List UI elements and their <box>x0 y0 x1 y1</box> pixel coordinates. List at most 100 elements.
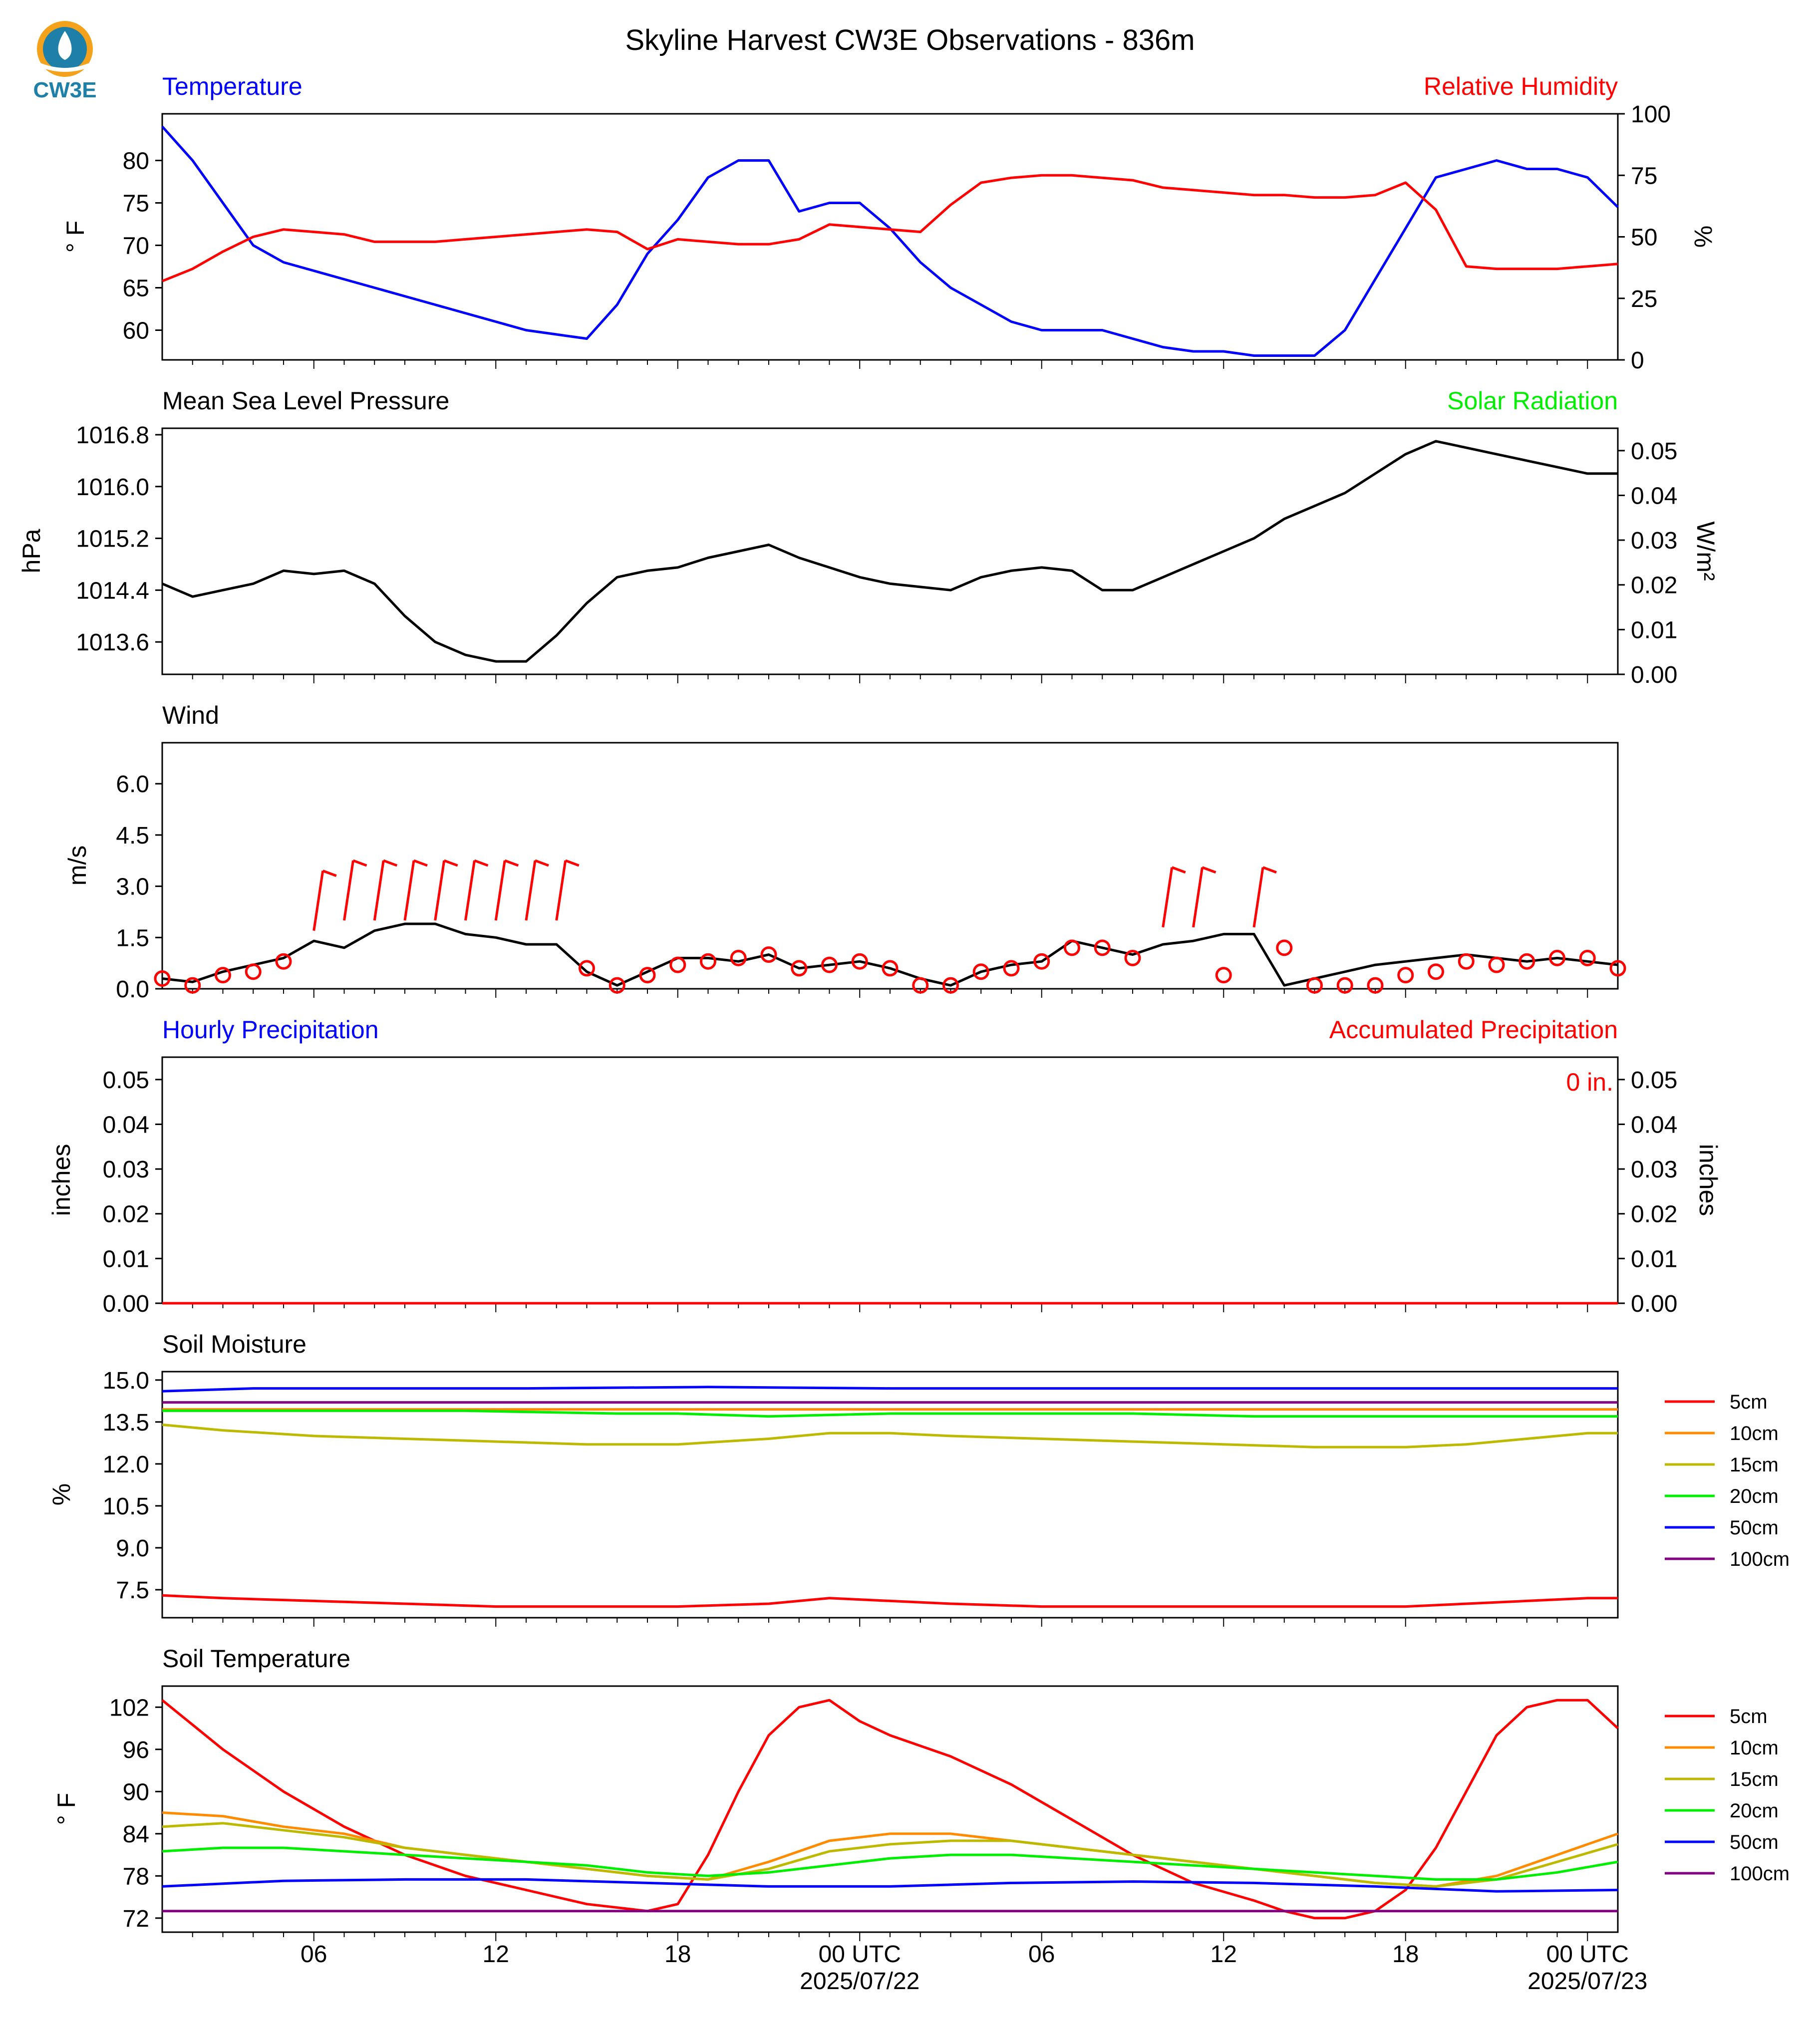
ytick-label-left-soilt: 102 <box>109 1695 149 1721</box>
series-soilt-20cm <box>162 1846 1618 1881</box>
soil-temperature-title: Soil Temperature <box>162 1645 350 1673</box>
series-pres-mean-sea-level-pressure <box>162 440 1618 663</box>
wind-title: Wind <box>162 701 219 729</box>
wind-calm-marker <box>245 963 262 980</box>
solar-ylabel: W/m² <box>1692 521 1720 580</box>
ytick-label-left-wind: 4.5 <box>116 823 149 849</box>
xtick-label: 00 UTC <box>1546 1941 1629 1968</box>
ytick-label-left-precip: 0.05 <box>103 1067 149 1094</box>
wind-barb <box>434 860 446 921</box>
wind-calm-marker <box>1428 963 1444 980</box>
ytick-label-right-pres: 0.03 <box>1631 528 1677 554</box>
wind-calm-marker <box>1579 949 1596 966</box>
ytick-label-left-pres: 1013.6 <box>76 629 149 656</box>
wind-calm-marker <box>851 953 868 970</box>
ytick-label-right-pres: 0.04 <box>1631 483 1677 509</box>
wind-ylabel: m/s <box>63 846 91 886</box>
wind-calm-marker <box>1518 953 1535 970</box>
ytick-label-right-precip: 0.03 <box>1631 1157 1677 1183</box>
soil-temp-ylabel: ° F <box>52 1793 80 1825</box>
wind-barb <box>343 860 354 921</box>
precip-ylabel-left: inches <box>47 1144 75 1216</box>
ytick-label-left-soilm: 13.5 <box>103 1410 149 1436</box>
series-temp-relative-humidity <box>162 174 1618 283</box>
wind-calm-marker <box>1549 949 1565 966</box>
wind-calm-marker <box>1094 939 1111 956</box>
wind-calm-marker <box>1488 956 1505 973</box>
wind-calm-marker <box>1458 953 1475 970</box>
cw3e-logo: CW3E <box>33 21 97 102</box>
ytick-label-right-precip: 0.04 <box>1631 1112 1677 1138</box>
ytick-label-left-temp: 80 <box>123 148 149 175</box>
accum-precip-title: Accumulated Precipitation <box>1329 1016 1618 1044</box>
wind-calm-marker <box>275 953 292 970</box>
ytick-label-left-soilm: 10.5 <box>103 1493 149 1520</box>
xtick-label: 12 <box>1211 1941 1237 1968</box>
wind-calm-marker <box>154 970 171 987</box>
ytick-label-left-wind: 1.5 <box>116 925 149 951</box>
ytick-label-left-precip: 0.04 <box>103 1112 149 1138</box>
legend-label-soilm-10cm: 10cm <box>1730 1423 1779 1445</box>
legend-label-soilm-5cm: 5cm <box>1730 1391 1768 1413</box>
wind-calm-marker <box>1336 977 1353 994</box>
wind-calm-marker <box>730 949 747 966</box>
ytick-label-left-temp: 70 <box>123 233 149 260</box>
ytick-label-left-soilm: 7.5 <box>116 1577 149 1604</box>
xtick-sublabel: 2025/07/22 <box>800 1968 919 1995</box>
series-soilm-15cm <box>162 1423 1618 1449</box>
xtick-label: 18 <box>1392 1941 1419 1968</box>
wind-barb-flag <box>1262 866 1277 874</box>
series-soilm-50cm <box>162 1386 1618 1393</box>
xtick-label: 12 <box>483 1941 509 1968</box>
legend-label-soilt-100cm: 100cm <box>1730 1863 1790 1885</box>
ytick-label-right-temp: 0 <box>1631 347 1644 374</box>
ytick-label-right-pres: 0.05 <box>1631 438 1677 465</box>
wind-calm-marker <box>1003 960 1020 977</box>
ytick-label-left-soilt: 84 <box>123 1821 149 1848</box>
wind-calm-marker <box>791 960 808 977</box>
legend-label-soilt-10cm: 10cm <box>1730 1737 1779 1759</box>
ytick-label-left-precip: 0.00 <box>103 1291 149 1317</box>
temperature-title: Temperature <box>162 72 303 100</box>
chart-title: Skyline Harvest CW3E Observations - 836m <box>625 24 1195 56</box>
wind-calm-marker <box>1064 939 1080 956</box>
rh-ylabel: % <box>1689 226 1717 248</box>
wind-calm-marker <box>882 960 899 977</box>
ytick-label-right-precip: 0.01 <box>1631 1246 1677 1272</box>
wind-barb-flag <box>1202 866 1216 874</box>
ytick-label-left-soilt: 78 <box>123 1863 149 1890</box>
ytick-label-right-temp: 100 <box>1631 101 1671 128</box>
series-soilt-50cm <box>162 1878 1618 1893</box>
temp-ylabel: ° F <box>61 221 89 253</box>
legend-label-soilm-50cm: 50cm <box>1730 1517 1779 1539</box>
wind-calm-marker <box>912 977 929 994</box>
wind-calm-marker <box>700 953 716 970</box>
series-wind-wind <box>162 922 1618 987</box>
legend-label-soilt-15cm: 15cm <box>1730 1768 1779 1790</box>
ytick-label-left-wind: 3.0 <box>116 874 149 900</box>
wind-calm-marker <box>1609 960 1626 977</box>
wind-barb <box>464 860 476 921</box>
ytick-label-left-soilt: 72 <box>123 1906 149 1932</box>
ytick-label-right-precip: 0.00 <box>1631 1291 1677 1317</box>
wind-calm-marker <box>942 977 959 994</box>
data-series <box>154 125 1626 1920</box>
ytick-label-left-precip: 0.02 <box>103 1201 149 1228</box>
xtick-label: 06 <box>301 1941 327 1968</box>
wind-calm-marker <box>1397 967 1414 984</box>
legend-label-soilt-50cm: 50cm <box>1730 1831 1779 1853</box>
wind-barb <box>525 860 537 921</box>
wind-barb <box>373 860 385 921</box>
xtick-sublabel: 2025/07/23 <box>1527 1968 1647 1995</box>
ytick-label-left-pres: 1016.8 <box>76 422 149 449</box>
ytick-label-left-wind: 0.0 <box>116 976 149 1003</box>
accum-precip-total: 0 in. <box>1566 1068 1613 1096</box>
ytick-label-left-soilm: 12.0 <box>103 1451 149 1478</box>
wind-calm-marker <box>1033 953 1050 970</box>
soil-moisture-ylabel: % <box>47 1483 75 1505</box>
wind-calm-marker <box>1306 977 1323 994</box>
ytick-label-left-pres: 1014.4 <box>76 578 149 604</box>
ytick-label-left-temp: 75 <box>123 191 149 217</box>
legend: 5cm 10cm 15cm 20cm 50cm 100cm 5cm 10cm 15cm 20cm 5… <box>1665 1391 1790 1885</box>
wind-barb <box>494 860 506 921</box>
